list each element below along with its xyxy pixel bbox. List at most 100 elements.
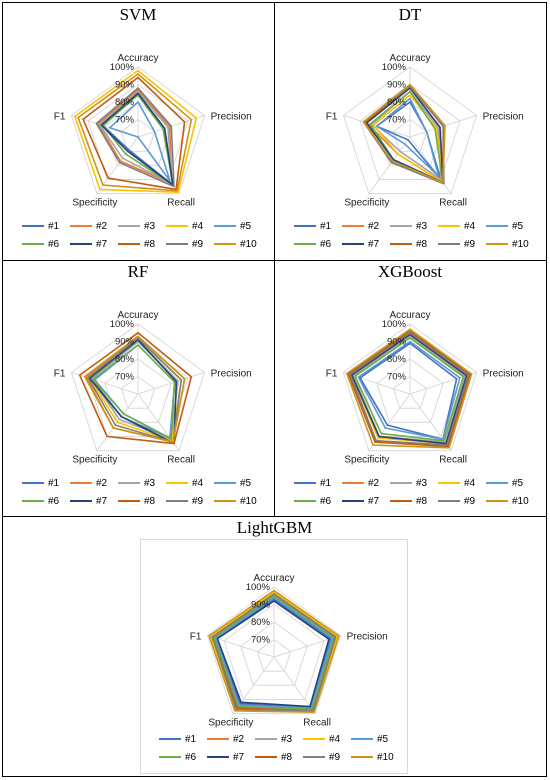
axis-spoke xyxy=(273,656,316,714)
legend-swatch xyxy=(294,225,316,227)
legend-swatch xyxy=(214,243,236,245)
axis-label-accuracy: Accuracy xyxy=(389,310,430,321)
legend-label: #3 xyxy=(144,220,156,232)
series-line-9 xyxy=(349,331,470,446)
series-line-7 xyxy=(216,600,330,708)
legend-swatch xyxy=(342,225,364,227)
panel-dt: DT 70% 80% 90% 100% Accuracy Precision Recall S… xyxy=(274,3,546,259)
plot-area-border xyxy=(140,539,408,774)
legend-label: #1 xyxy=(320,220,332,232)
legend-swatch xyxy=(118,243,140,245)
legend-swatch xyxy=(342,243,364,245)
legend-label: #1 xyxy=(320,477,332,489)
legend-swatch xyxy=(486,482,508,484)
legend-label: #3 xyxy=(281,733,293,745)
legend-item: #2 xyxy=(70,217,107,235)
series-line-9 xyxy=(211,593,337,712)
grid-ring xyxy=(87,83,189,180)
legend-item: #8 xyxy=(118,492,155,510)
series-line-7 xyxy=(100,92,174,186)
chart-title: DT xyxy=(398,5,422,24)
series-line-5 xyxy=(375,97,440,178)
panel-rf: RF 70% 80% 90% 100% Accuracy Precision Recall S… xyxy=(3,260,273,516)
legend-swatch xyxy=(118,225,140,227)
legend-swatch xyxy=(214,500,236,502)
legend-item: #2 xyxy=(207,730,244,748)
tick-label: 90% xyxy=(115,337,135,348)
legend-label: #10 xyxy=(512,495,529,507)
legend-item: #8 xyxy=(255,748,292,766)
legend-item: #6 xyxy=(294,235,331,253)
radar-chart-xgboost: 70% 80% 90% 100%Accuracy Precision Recall Spec… xyxy=(326,310,524,466)
legend-row: #6 #7 #8 #9 #10 xyxy=(3,492,273,510)
legend-item: #9 xyxy=(438,235,475,253)
tick-label: 80% xyxy=(387,354,407,365)
legend-item: #6 xyxy=(294,492,331,510)
legend-item: #1 xyxy=(294,474,331,492)
legend-row: #1 #2 #3 #4 #5 xyxy=(274,474,546,492)
legend-swatch xyxy=(22,482,44,484)
legend-swatch xyxy=(390,500,412,502)
legend-swatch xyxy=(22,225,44,227)
legend: #1 #2 #3 #4 #5 #6 #7 #8 #9 #10 xyxy=(274,217,546,253)
legend-item: #1 xyxy=(22,217,59,235)
legend-swatch xyxy=(214,482,236,484)
axis-label-precision: Precision xyxy=(211,111,252,122)
grid-ring xyxy=(120,375,156,409)
legend-label: #9 xyxy=(464,238,476,250)
legend-swatch xyxy=(303,738,325,740)
tick-label: 80% xyxy=(115,97,135,108)
series-line-7 xyxy=(365,87,444,184)
legend-swatch xyxy=(70,243,92,245)
legend-swatch xyxy=(438,225,460,227)
radar-chart-dt: 70% 80% 90% 100%Accuracy Precision Recall Spec… xyxy=(326,53,524,209)
legend-row: #6 #7 #8 #9 #10 xyxy=(3,235,273,253)
axis-label-precision: Precision xyxy=(211,368,252,379)
axis-spoke xyxy=(137,371,205,395)
legend-label: #4 xyxy=(329,733,341,745)
legend-item: #2 xyxy=(70,474,107,492)
legend-label: #2 xyxy=(233,733,245,745)
legend-swatch xyxy=(118,500,140,502)
legend-label: #10 xyxy=(240,238,257,250)
legend-row: #1 #2 #3 #4 #5 xyxy=(3,730,546,748)
legend-label: #6 xyxy=(320,495,332,507)
axis-label-recall: Recall xyxy=(439,455,467,466)
axis-label-precision: Precision xyxy=(483,111,524,122)
legend-item: #5 xyxy=(351,730,388,748)
legend-label: #7 xyxy=(368,495,380,507)
axis-label-recall: Recall xyxy=(167,198,195,209)
grid-ring xyxy=(342,323,478,452)
legend-label: #9 xyxy=(464,495,476,507)
series-line-5 xyxy=(108,101,171,182)
legend-label: #2 xyxy=(96,477,108,489)
legend-swatch xyxy=(118,482,140,484)
legend-label: #3 xyxy=(416,477,428,489)
tick-label: 80% xyxy=(115,354,135,365)
series-line-5 xyxy=(357,340,461,441)
legend-item: #1 xyxy=(22,474,59,492)
tick-label: 90% xyxy=(387,337,407,348)
series-line-6 xyxy=(102,94,174,186)
legend-swatch xyxy=(70,500,92,502)
legend-row: #1 #2 #3 #4 #5 xyxy=(3,474,273,492)
axis-label-accuracy: Accuracy xyxy=(389,53,430,64)
series-line-10 xyxy=(77,73,193,192)
legend-swatch xyxy=(342,482,364,484)
axis-label-recall: Recall xyxy=(303,718,331,729)
tick-label: 70% xyxy=(115,115,135,126)
axis-spoke xyxy=(368,136,411,194)
legend-swatch xyxy=(486,225,508,227)
series-line-8 xyxy=(347,330,471,448)
panel-xgboost: XGBoost 70% 80% 90% 100% Accuracy Precision Re… xyxy=(274,260,546,516)
legend-item: #1 xyxy=(159,730,196,748)
legend-label: #7 xyxy=(96,238,108,250)
legend-item: #5 xyxy=(214,217,251,235)
legend-row: #1 #2 #3 #4 #5 xyxy=(3,217,273,235)
panel-lightgbm: LightGBM 70% 80% 90% 100% Accuracy Precision R… xyxy=(3,516,546,778)
axis-label-f1: F1 xyxy=(54,368,66,379)
legend-item: #9 xyxy=(438,492,475,510)
legend-label: #1 xyxy=(48,477,60,489)
divider-horizontal-1 xyxy=(3,260,546,261)
